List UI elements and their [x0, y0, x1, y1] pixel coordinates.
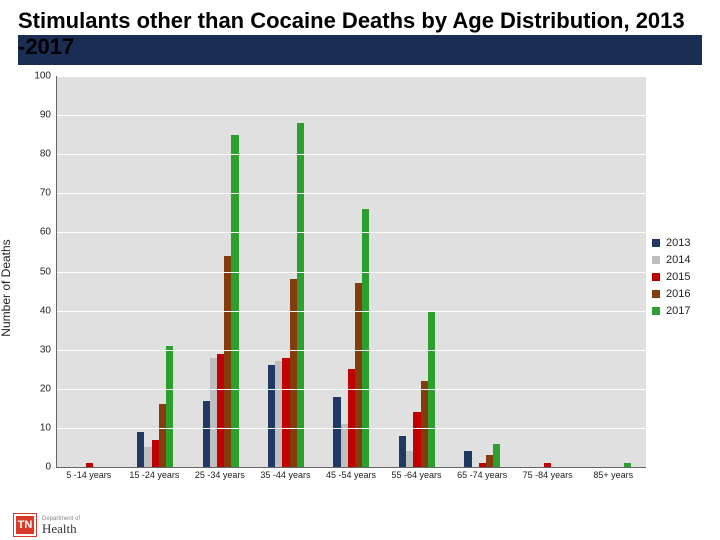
slide: Stimulants other than Cocaine Deaths by …: [0, 0, 720, 540]
bar: [152, 440, 159, 467]
bar: [282, 358, 289, 467]
grid-line: [57, 115, 646, 116]
bar: [413, 412, 420, 467]
bar: [297, 123, 304, 467]
bar: [421, 381, 428, 467]
grid-line: [57, 76, 646, 77]
bar: [479, 463, 486, 467]
legend-swatch: [652, 290, 660, 298]
bar: [406, 451, 413, 467]
footer: TN Department of Health: [14, 514, 80, 536]
x-tick: 85+ years: [593, 470, 633, 480]
title-bar: Stimulants other than Cocaine Deaths by …: [18, 8, 702, 64]
grid-line: [57, 232, 646, 233]
bar: [341, 424, 348, 467]
tn-logo: TN: [14, 514, 36, 536]
x-tick: 55 -64 years: [392, 470, 442, 480]
y-tick: 60: [40, 227, 57, 238]
bar: [333, 397, 340, 467]
legend-item: 2015: [652, 271, 716, 283]
y-tick: 40: [40, 305, 57, 316]
legend-label: 2013: [666, 237, 690, 249]
grid-line: [57, 350, 646, 351]
bar: [159, 404, 166, 467]
dept-label: Department of Health: [42, 516, 80, 535]
y-axis-label: Number of Deaths: [0, 239, 13, 336]
bar: [231, 135, 238, 467]
bar: [624, 463, 631, 467]
x-tick: 45 -54 years: [326, 470, 376, 480]
legend-label: 2017: [666, 305, 690, 317]
grid-line: [57, 272, 646, 273]
bar: [275, 361, 282, 467]
bar: [544, 463, 551, 467]
legend-swatch: [652, 239, 660, 247]
legend-item: 2016: [652, 288, 716, 300]
bar: [217, 354, 224, 467]
bar: [86, 463, 93, 467]
x-tick: 75 -84 years: [523, 470, 573, 480]
y-tick: 80: [40, 149, 57, 160]
grid-line: [57, 311, 646, 312]
bar: [399, 436, 406, 467]
legend-label: 2015: [666, 271, 690, 283]
bar: [203, 401, 210, 467]
grid-line: [57, 154, 646, 155]
bar: [290, 279, 297, 467]
grid-line: [57, 193, 646, 194]
dept-big: Health: [42, 522, 80, 535]
legend-label: 2016: [666, 288, 690, 300]
plot-area: 0102030405060708090100: [56, 76, 646, 468]
legend-swatch: [652, 307, 660, 315]
bar: [210, 358, 217, 467]
grid-line: [57, 428, 646, 429]
y-tick: 100: [34, 71, 57, 82]
x-tick: 35 -44 years: [260, 470, 310, 480]
y-tick: 50: [40, 266, 57, 277]
chart-title: Stimulants other than Cocaine Deaths by …: [18, 8, 702, 60]
y-tick: 20: [40, 383, 57, 394]
x-axis-ticks: 5 -14 years 15 -24 years 25 -34 years 35 -4…: [56, 470, 646, 490]
bar: [464, 451, 471, 467]
bar: [486, 455, 493, 467]
x-tick: 25 -34 years: [195, 470, 245, 480]
legend: 2013 2014 2015 2016 2017: [652, 232, 716, 322]
legend-swatch: [652, 273, 660, 281]
bar: [493, 444, 500, 467]
y-tick: 30: [40, 344, 57, 355]
bar: [348, 369, 355, 467]
bar: [166, 346, 173, 467]
x-tick: 65 -74 years: [457, 470, 507, 480]
y-tick: 90: [40, 110, 57, 121]
y-tick: 70: [40, 188, 57, 199]
bar: [144, 447, 151, 467]
legend-item: 2014: [652, 254, 716, 266]
bar: [137, 432, 144, 467]
bar: [268, 365, 275, 467]
grid-line: [57, 389, 646, 390]
y-tick: 10: [40, 422, 57, 433]
x-tick: 5 -14 years: [66, 470, 111, 480]
bar: [224, 256, 231, 467]
legend-item: 2013: [652, 237, 716, 249]
chart-area: Number of Deaths 0102030405060708090100 …: [0, 72, 720, 504]
x-tick: 15 -24 years: [129, 470, 179, 480]
legend-label: 2014: [666, 254, 690, 266]
legend-swatch: [652, 256, 660, 264]
legend-item: 2017: [652, 305, 716, 317]
